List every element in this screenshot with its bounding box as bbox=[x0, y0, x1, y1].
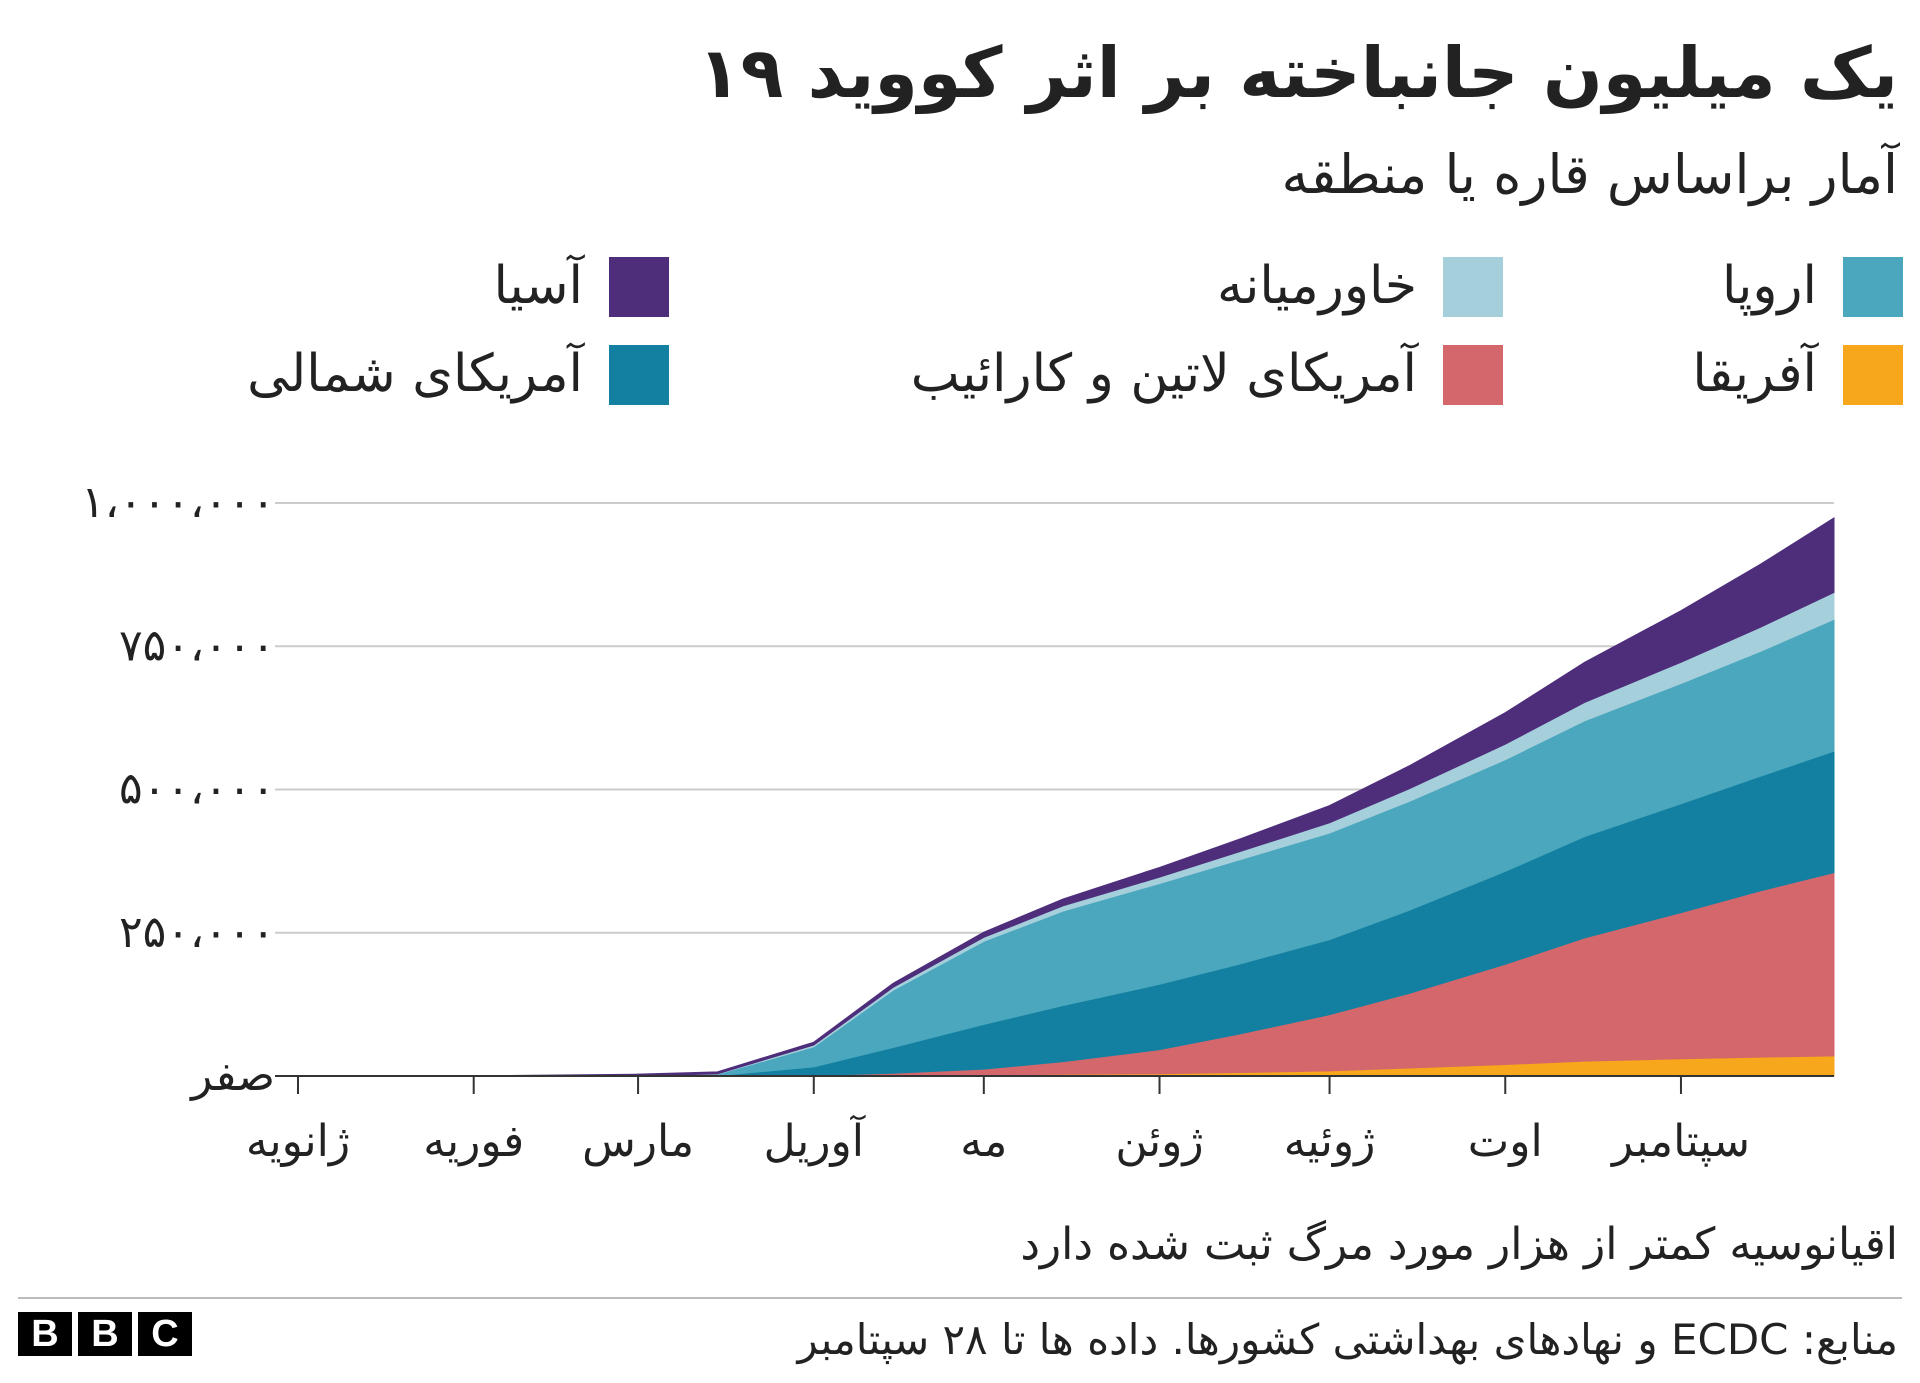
x-tick-label: ژوئن bbox=[1115, 1116, 1203, 1167]
legend-label: آسیا bbox=[493, 256, 583, 316]
footer-divider bbox=[18, 1297, 1902, 1299]
y-tick-label: ۵۰۰،۰۰۰ bbox=[119, 764, 275, 815]
x-tick-label: ژوئیه bbox=[1284, 1116, 1376, 1167]
x-tick-label: مه bbox=[960, 1116, 1007, 1167]
x-tick-label: سپتامبر bbox=[1610, 1116, 1750, 1167]
x-tick-label: ژانویه bbox=[246, 1116, 350, 1167]
legend-label: آمریکای لاتین و کارائیب bbox=[910, 344, 1417, 404]
bbc-logo-letter: B bbox=[18, 1312, 72, 1356]
footnote: اقیانوسیه کمتر از هزار مورد مرگ ثبت شده … bbox=[1020, 1219, 1898, 1270]
y-tick-label: صفر bbox=[189, 1050, 275, 1101]
chart-subtitle: آمار براساس قاره یا منطقه bbox=[1281, 143, 1898, 206]
legend-label: آفریقا bbox=[1692, 344, 1817, 404]
area-series bbox=[297, 516, 1835, 1077]
x-tick-label: اوت bbox=[1468, 1116, 1543, 1167]
legend-swatch bbox=[1843, 257, 1903, 317]
stacked-area-chart: صفر ۲۵۰،۰۰۰ ۵۰۰،۰۰۰ ۷۵۰،۰۰۰ ۱،۰۰۰،۰۰۰ ژانویه… bbox=[81, 477, 1835, 1167]
bbc-logo-letter: C bbox=[138, 1312, 192, 1356]
legend-swatch bbox=[1443, 257, 1503, 317]
legend-swatch bbox=[609, 257, 669, 317]
legend-label: خاورمیانه bbox=[1217, 256, 1417, 316]
axes: ژانویه فوریه مارس آوریل مه ژوئن ژوئیه اوت سپتامب… bbox=[246, 1075, 1834, 1167]
chart-title: یک میلیون جانباخته بر اثر کووید ۱۹ bbox=[697, 32, 1898, 114]
y-tick-label: ۷۵۰،۰۰۰ bbox=[119, 620, 275, 671]
source-credit: منابع: ECDC و نهادهای بهداشتی کشورها. دا… bbox=[797, 1315, 1898, 1364]
x-tick-label: فوریه bbox=[423, 1116, 524, 1167]
x-tick-label: آوریل bbox=[764, 1114, 866, 1167]
y-tick-label: ۱،۰۰۰،۰۰۰ bbox=[81, 477, 275, 528]
y-tick-label: ۲۵۰،۰۰۰ bbox=[119, 907, 275, 958]
bbc-logo-letter: B bbox=[78, 1312, 132, 1356]
x-tick-label: مارس bbox=[582, 1116, 694, 1167]
legend-swatch bbox=[1843, 345, 1903, 405]
legend-label: آمریکای شمالی bbox=[247, 344, 583, 404]
legend-label: اروپا bbox=[1722, 256, 1817, 316]
bbc-logo: B B C bbox=[18, 1312, 192, 1356]
legend-swatch bbox=[1443, 345, 1503, 405]
area-آسیا bbox=[297, 516, 1835, 1077]
legend-swatch bbox=[609, 345, 669, 405]
